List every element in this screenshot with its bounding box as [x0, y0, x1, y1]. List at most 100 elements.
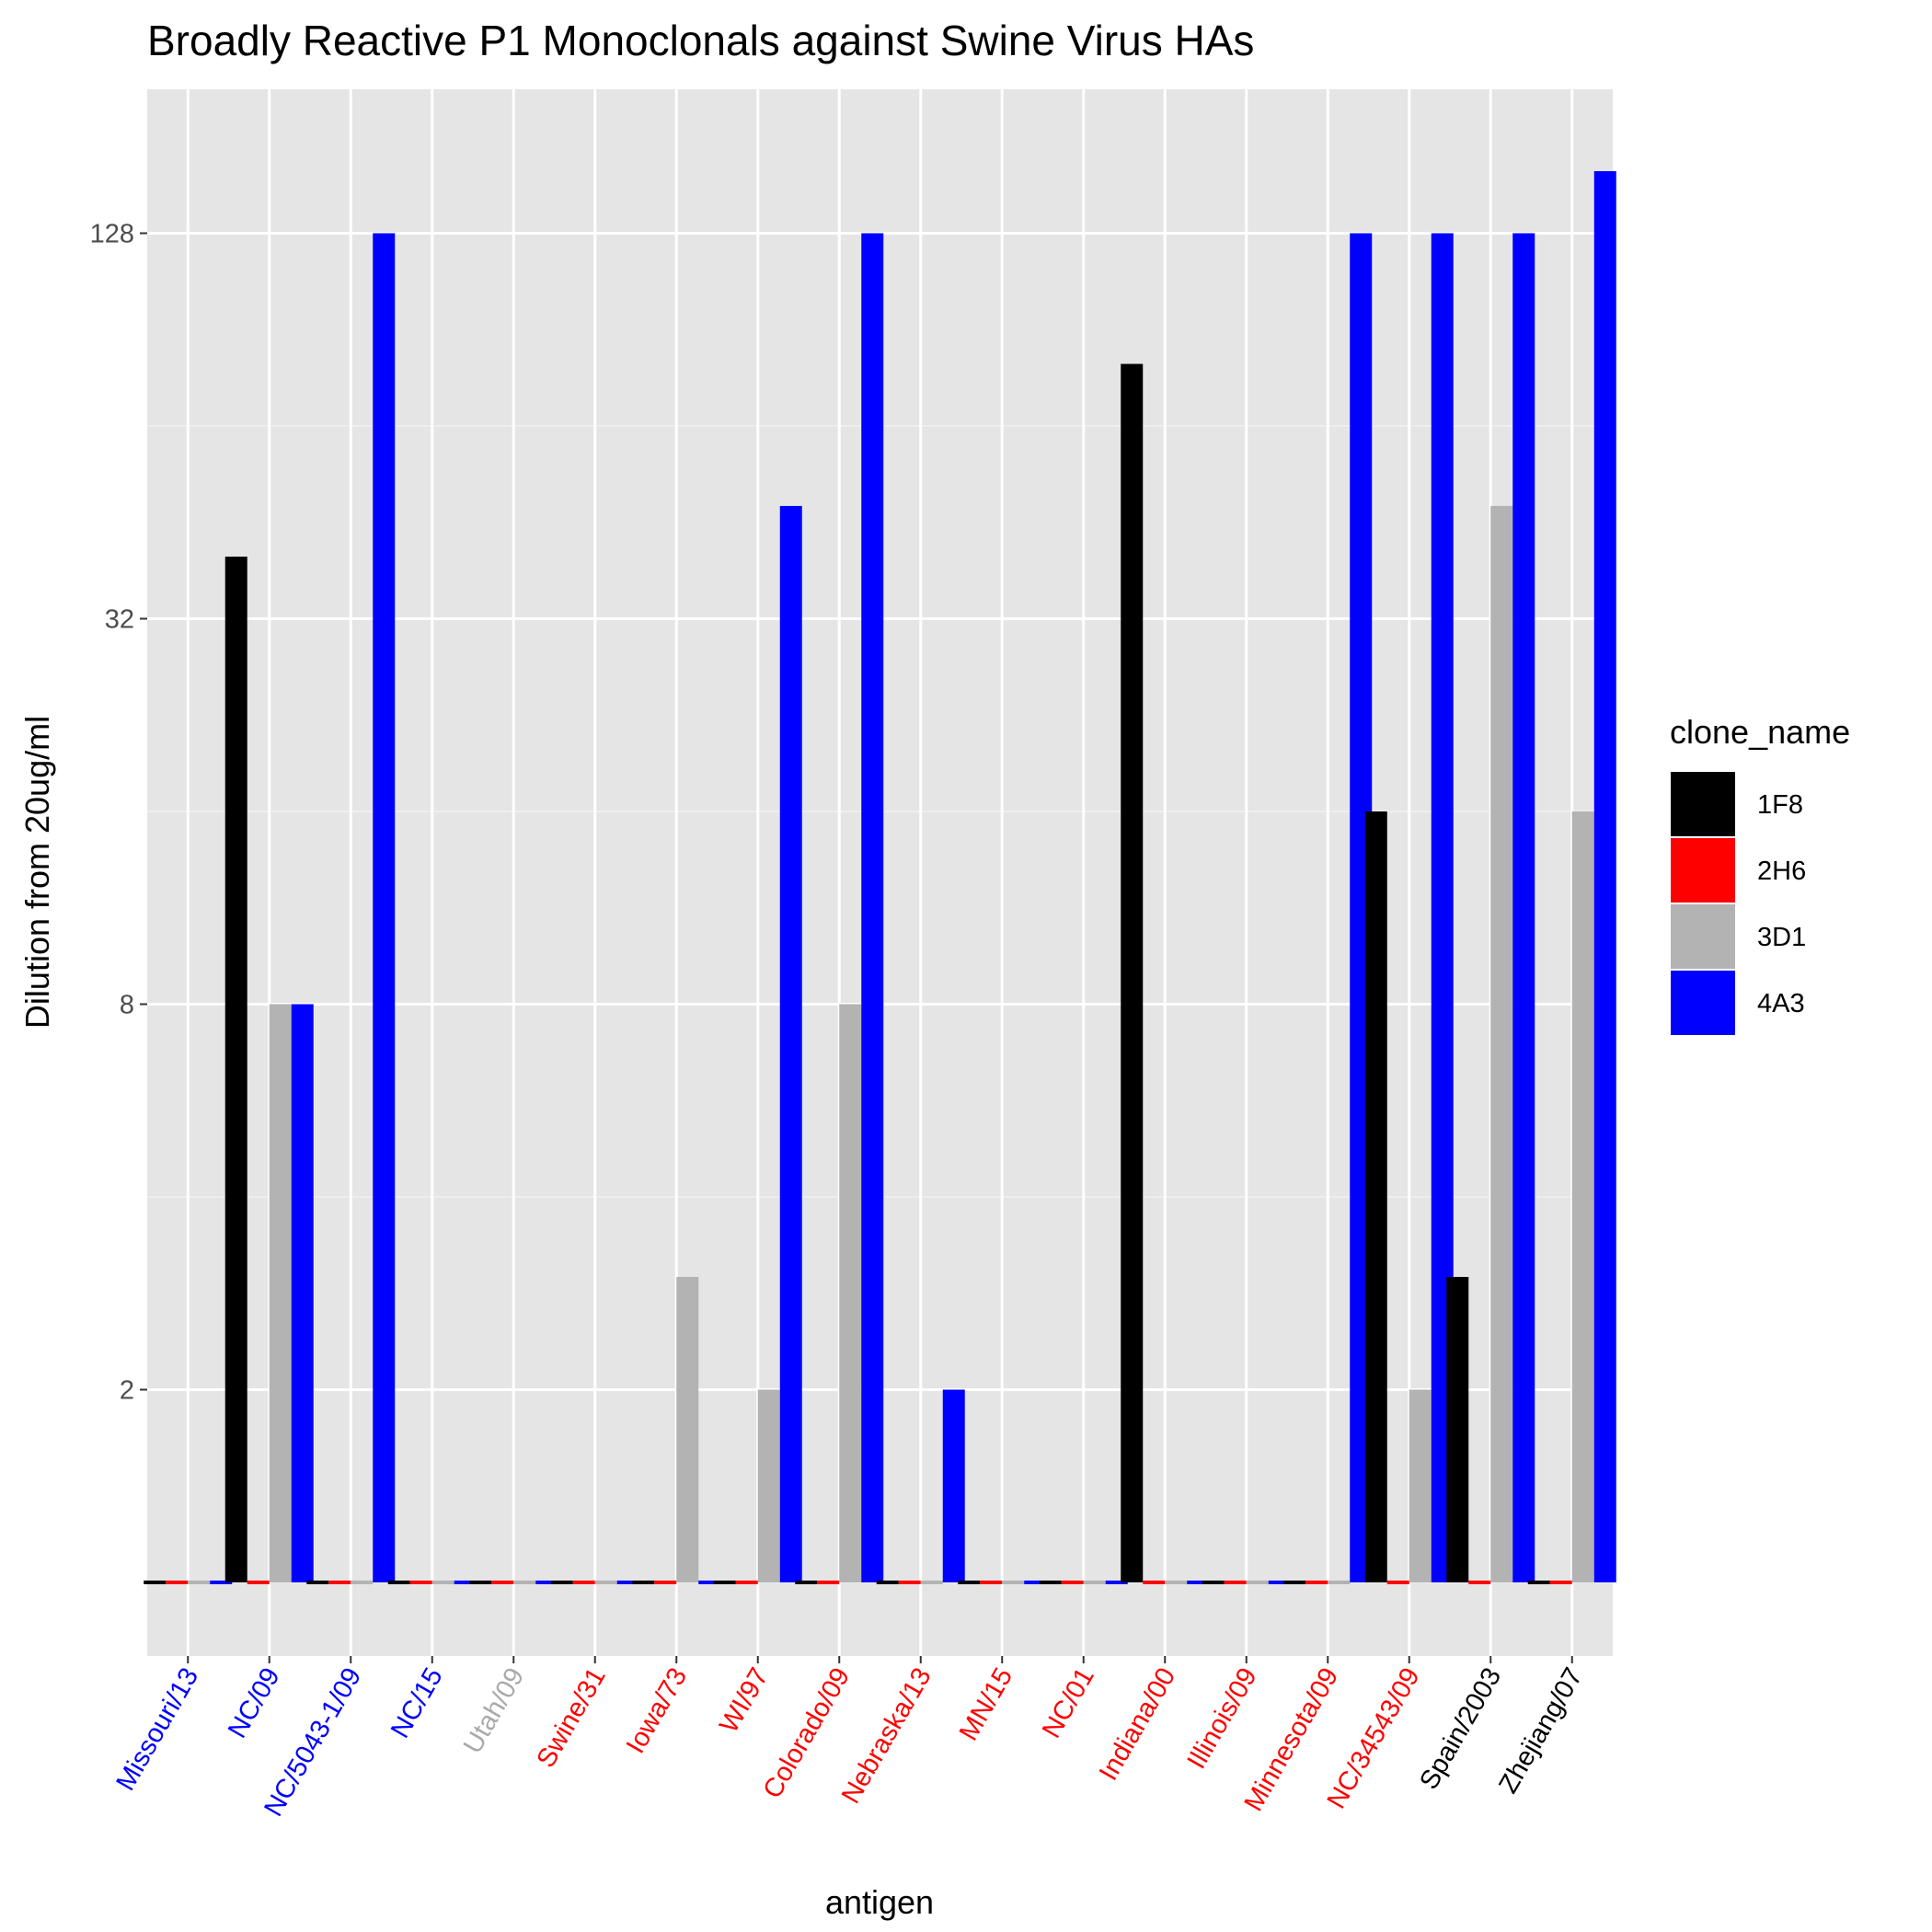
bar-2H6	[1143, 1581, 1166, 1584]
bar-1F8	[387, 1581, 410, 1584]
bars	[144, 171, 1616, 1584]
y-axis-title: Dilution from 20ug/ml	[18, 716, 56, 1029]
bar-1F8	[1283, 1581, 1306, 1584]
bar-1F8	[632, 1581, 655, 1584]
bar-2H6	[898, 1581, 921, 1584]
legend-label-2H6: 2H6	[1757, 857, 1806, 886]
x-tick-label: NC/15	[385, 1663, 449, 1743]
bar-4A3	[535, 1581, 558, 1584]
legend-swatch-3D1	[1669, 903, 1737, 971]
bar-3D1	[920, 1581, 943, 1584]
bar-3D1	[1165, 1581, 1188, 1584]
bar-2H6	[654, 1581, 677, 1584]
bar-2H6	[1468, 1581, 1491, 1584]
bar-4A3	[616, 1581, 639, 1584]
bar-1F8	[1446, 1276, 1469, 1582]
bar-4A3	[698, 1581, 721, 1584]
bar-2H6	[1224, 1581, 1247, 1584]
bar-2H6	[817, 1581, 840, 1584]
bar-2H6	[328, 1581, 351, 1584]
bar-3D1	[513, 1581, 536, 1584]
bar-2H6	[735, 1581, 758, 1584]
y-tick-label: 128	[90, 220, 134, 249]
bar-3D1	[676, 1276, 699, 1582]
bar-3D1	[594, 1581, 617, 1584]
bar-3D1	[1246, 1581, 1269, 1584]
bar-4A3	[779, 505, 802, 1582]
legend-swatch-1F8	[1669, 770, 1737, 838]
bar-4A3	[210, 1581, 233, 1584]
bar-4A3	[373, 233, 396, 1582]
bar-4A3	[942, 1389, 965, 1582]
bar-4A3	[291, 1004, 314, 1582]
bar-1F8	[713, 1581, 736, 1584]
bar-3D1	[1571, 811, 1594, 1582]
chart-title: Broadly Reactive P1 Monoclonals against …	[147, 17, 1254, 64]
bar-4A3	[1187, 1581, 1210, 1584]
x-tick-label: NC/01	[1037, 1663, 1100, 1743]
x-tick-label: Indiana/00	[1094, 1663, 1181, 1786]
y-tick-label: 2	[120, 1376, 134, 1406]
bar-1F8	[1364, 811, 1387, 1582]
x-axis-title: antigen	[825, 1883, 934, 1921]
bar-3D1	[188, 1581, 211, 1584]
bar-1F8	[469, 1581, 492, 1584]
bar-1F8	[1527, 1581, 1550, 1584]
bar-3D1	[269, 1004, 292, 1582]
bar-2H6	[1305, 1581, 1328, 1584]
bar-2H6	[166, 1581, 189, 1584]
legend-title: clone_name	[1670, 713, 1850, 751]
bar-3D1	[1083, 1581, 1106, 1584]
x-tick-label: Zhejiang/07	[1493, 1663, 1588, 1799]
x-tick-label: MN/15	[954, 1663, 1018, 1746]
bar-4A3	[1105, 1581, 1128, 1584]
legend-swatch-4A3	[1669, 969, 1737, 1037]
x-tick-label: Colorado/09	[758, 1663, 857, 1804]
y-tick-label: 32	[105, 605, 134, 635]
bar-3D1	[431, 1581, 454, 1584]
bar-3D1	[351, 1581, 374, 1584]
legend-label-3D1: 3D1	[1757, 923, 1806, 952]
bar-1F8	[306, 1581, 329, 1584]
bar-2H6	[980, 1581, 1003, 1584]
bar-2H6	[1386, 1581, 1409, 1584]
legend-label-4A3: 4A3	[1757, 989, 1805, 1018]
bar-4A3	[454, 1581, 477, 1584]
bar-4A3	[1593, 171, 1616, 1583]
bar-2H6	[1549, 1581, 1572, 1584]
bar-2H6	[409, 1581, 432, 1584]
x-tick-label: Missouri/13	[110, 1663, 204, 1796]
bar-1F8	[1202, 1581, 1225, 1584]
bar-1F8	[550, 1581, 573, 1584]
bar-1F8	[224, 557, 247, 1582]
legend-swatch-2H6	[1669, 836, 1737, 904]
bar-4A3	[1268, 1581, 1291, 1584]
bar-2H6	[247, 1581, 270, 1584]
y-axis: 2 8 32 128	[90, 220, 147, 1406]
bar-3D1	[1328, 1581, 1351, 1584]
bar-3D1	[1002, 1581, 1025, 1584]
bar-4A3	[1024, 1581, 1047, 1584]
bar-1F8	[958, 1581, 981, 1584]
bar-3D1	[1409, 1389, 1432, 1582]
x-tick-label: Utah/09	[458, 1663, 531, 1759]
bar-2H6	[1061, 1581, 1084, 1584]
x-tick-label: Iowa/73	[621, 1663, 694, 1759]
bar-3D1	[1490, 505, 1513, 1582]
bar-1F8	[1121, 363, 1144, 1583]
x-tick-label: Illinois/09	[1182, 1663, 1263, 1775]
x-tick-label: WI/97	[714, 1663, 775, 1739]
bar-3D1	[757, 1389, 780, 1582]
bar-4A3	[1512, 233, 1535, 1582]
bar-2H6	[572, 1581, 595, 1584]
bar-4A3	[861, 233, 884, 1582]
legend: clone_name 1F8 2H6 3D1 4A3	[1669, 713, 1850, 1037]
bar-2H6	[491, 1581, 514, 1584]
bar-3D1	[839, 1004, 862, 1582]
bar-1F8	[876, 1581, 899, 1584]
y-tick-label: 8	[120, 991, 134, 1020]
legend-label-1F8: 1F8	[1757, 790, 1803, 820]
bar-1F8	[795, 1581, 818, 1584]
